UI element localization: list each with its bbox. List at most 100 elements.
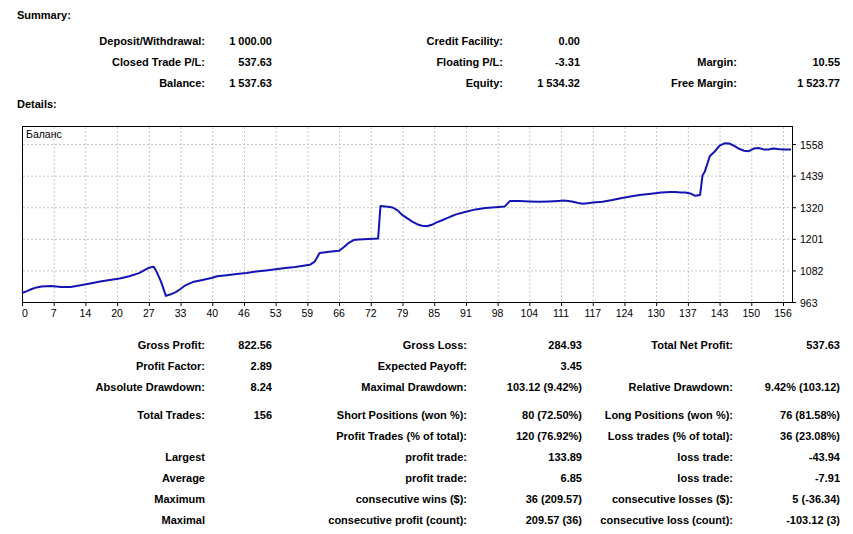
details-value: 120 (76.92%): [467, 426, 582, 447]
x-tick-label: 130: [647, 307, 665, 319]
details-heading: Details:: [17, 98, 853, 111]
summary-label: Floating P/L:: [272, 52, 503, 73]
summary-label: Credit Facility:: [272, 31, 503, 52]
x-tick-label: 20: [111, 307, 123, 319]
details-value: -7.91: [733, 468, 840, 489]
x-tick-label: 91: [460, 307, 472, 319]
details-value: 9.42% (103.12): [733, 377, 840, 398]
x-tick-label: 72: [365, 307, 377, 319]
x-tick-label: 53: [270, 307, 282, 319]
summary-row: Closed Trade P/L:537.63Floating P/L:-3.3…: [0, 52, 853, 73]
x-tick-label: 156: [774, 307, 792, 319]
details-row: Total Trades:156Short Positions (won %):…: [0, 405, 853, 426]
details-row: Maximalconsecutive profit (count):209.57…: [0, 510, 853, 531]
summary-label: [580, 31, 737, 52]
chart-title: Баланс: [26, 128, 62, 140]
details-value: -103.12 (3): [733, 510, 840, 531]
details-label: Maximal Drawdown:: [272, 377, 467, 398]
summary-heading: Summary:: [17, 0, 853, 22]
details-value: -43.94: [733, 447, 840, 468]
balance-line: [22, 143, 791, 296]
details-label: loss trade:: [582, 468, 733, 489]
summary-value: 1 523.77: [737, 73, 840, 94]
summary-row: Balance:1 537.63Equity:1 534.32Free Marg…: [0, 73, 853, 94]
details-label: Largest: [0, 447, 205, 468]
details-row: Absolute Drawdown:8.24Maximal Drawdown:1…: [0, 377, 853, 398]
x-tick-label: 14: [80, 307, 92, 319]
details-label: Gross Loss:: [272, 335, 467, 356]
details-label: loss trade:: [582, 447, 733, 468]
x-tick-label: 59: [302, 307, 314, 319]
y-tick-label: 1558: [800, 139, 824, 151]
details-value: 8.24: [205, 377, 272, 398]
details-label: Total Trades:: [0, 405, 205, 426]
details-label: Total Net Profit:: [582, 335, 733, 356]
details-label: Gross Profit:: [0, 335, 205, 356]
details-row: Largest profit trade:133.89loss trade:-43…: [0, 447, 853, 468]
details-label: Long Positions (won %):: [582, 405, 733, 426]
x-tick-label: 33: [175, 307, 187, 319]
details-value: 537.63: [733, 335, 840, 356]
details-label: Loss trades (% of total):: [582, 426, 733, 447]
details-label: profit trade:: [272, 468, 467, 489]
x-tick-label: 98: [492, 307, 504, 319]
details-label: Maximal: [0, 510, 205, 531]
y-tick-label: 963: [800, 297, 818, 309]
x-tick-label: 111: [553, 307, 569, 319]
summary-value: 1 537.63: [205, 73, 272, 94]
summary-value: 0.00: [503, 31, 580, 52]
summary-value: [737, 31, 840, 52]
details-value: 36 (209.57): [467, 489, 582, 510]
details-row: Averageprofit trade:6.85loss trade:-7.91: [0, 468, 853, 489]
details-value: 80 (72.50%): [467, 405, 582, 426]
details-row: Maximumconsecutive wins ($):36 (209.57)c…: [0, 489, 853, 510]
details-label: Maximum: [0, 489, 205, 510]
summary-value: 537.63: [205, 52, 272, 73]
details-value: [205, 510, 272, 531]
details-value: [205, 468, 272, 489]
details-value: 2.89: [205, 356, 272, 377]
y-tick-label: 1439: [800, 170, 824, 182]
details-label: Absolute Drawdown:: [0, 377, 205, 398]
x-tick-label: 7: [51, 307, 57, 319]
details-table: Gross Profit:822.56Gross Loss:284.93Tota…: [0, 335, 853, 534]
x-tick-label: 79: [397, 307, 409, 319]
x-tick-label: 27: [143, 307, 155, 319]
x-tick-label: 104: [521, 307, 539, 319]
details-value: 822.56: [205, 335, 272, 356]
x-tick-label: 150: [743, 307, 761, 319]
details-row: Gross Profit:822.56Gross Loss:284.93Tota…: [0, 335, 853, 356]
details-label: consecutive loss (count):: [582, 510, 733, 531]
details-value: 76 (81.58%): [733, 405, 840, 426]
summary-label: Free Margin:: [580, 73, 737, 94]
summary-value: 1 000.00: [205, 31, 272, 52]
summary-label: Margin:: [580, 52, 737, 73]
x-tick-label: 0: [22, 307, 28, 319]
details-row: Profit Trades (% of total):120 (76.92%)L…: [0, 426, 853, 447]
summary-label: Equity:: [272, 73, 503, 94]
x-tick-label: 124: [616, 307, 634, 319]
summary-label: Deposit/Withdrawal:: [0, 31, 205, 52]
details-value: 3.45: [467, 356, 582, 377]
details-label: Short Positions (won %):: [272, 405, 467, 426]
summary-label: Balance:: [0, 73, 205, 94]
details-value: 133.89: [467, 447, 582, 468]
summary-value: 10.55: [737, 52, 840, 73]
details-label: Profit Trades (% of total):: [272, 426, 467, 447]
details-label: Profit Factor:: [0, 356, 205, 377]
details-label: profit trade:: [272, 447, 467, 468]
details-value: 209.57 (36): [467, 510, 582, 531]
x-tick-label: 46: [238, 307, 250, 319]
y-tick-label: 1082: [800, 265, 824, 277]
y-tick-label: 1201: [800, 233, 824, 245]
balance-chart-svg: 0714202733404653596672798591981041111171…: [22, 126, 847, 322]
summary-value: 1 534.32: [503, 73, 580, 94]
details-label: [0, 426, 205, 447]
x-tick-label: 137: [679, 307, 697, 319]
x-tick-label: 143: [711, 307, 729, 319]
x-tick-label: 85: [428, 307, 440, 319]
summary-value: -3.31: [503, 52, 580, 73]
details-value: 284.93: [467, 335, 582, 356]
details-label: consecutive losses ($):: [582, 489, 733, 510]
details-label: [582, 356, 733, 377]
